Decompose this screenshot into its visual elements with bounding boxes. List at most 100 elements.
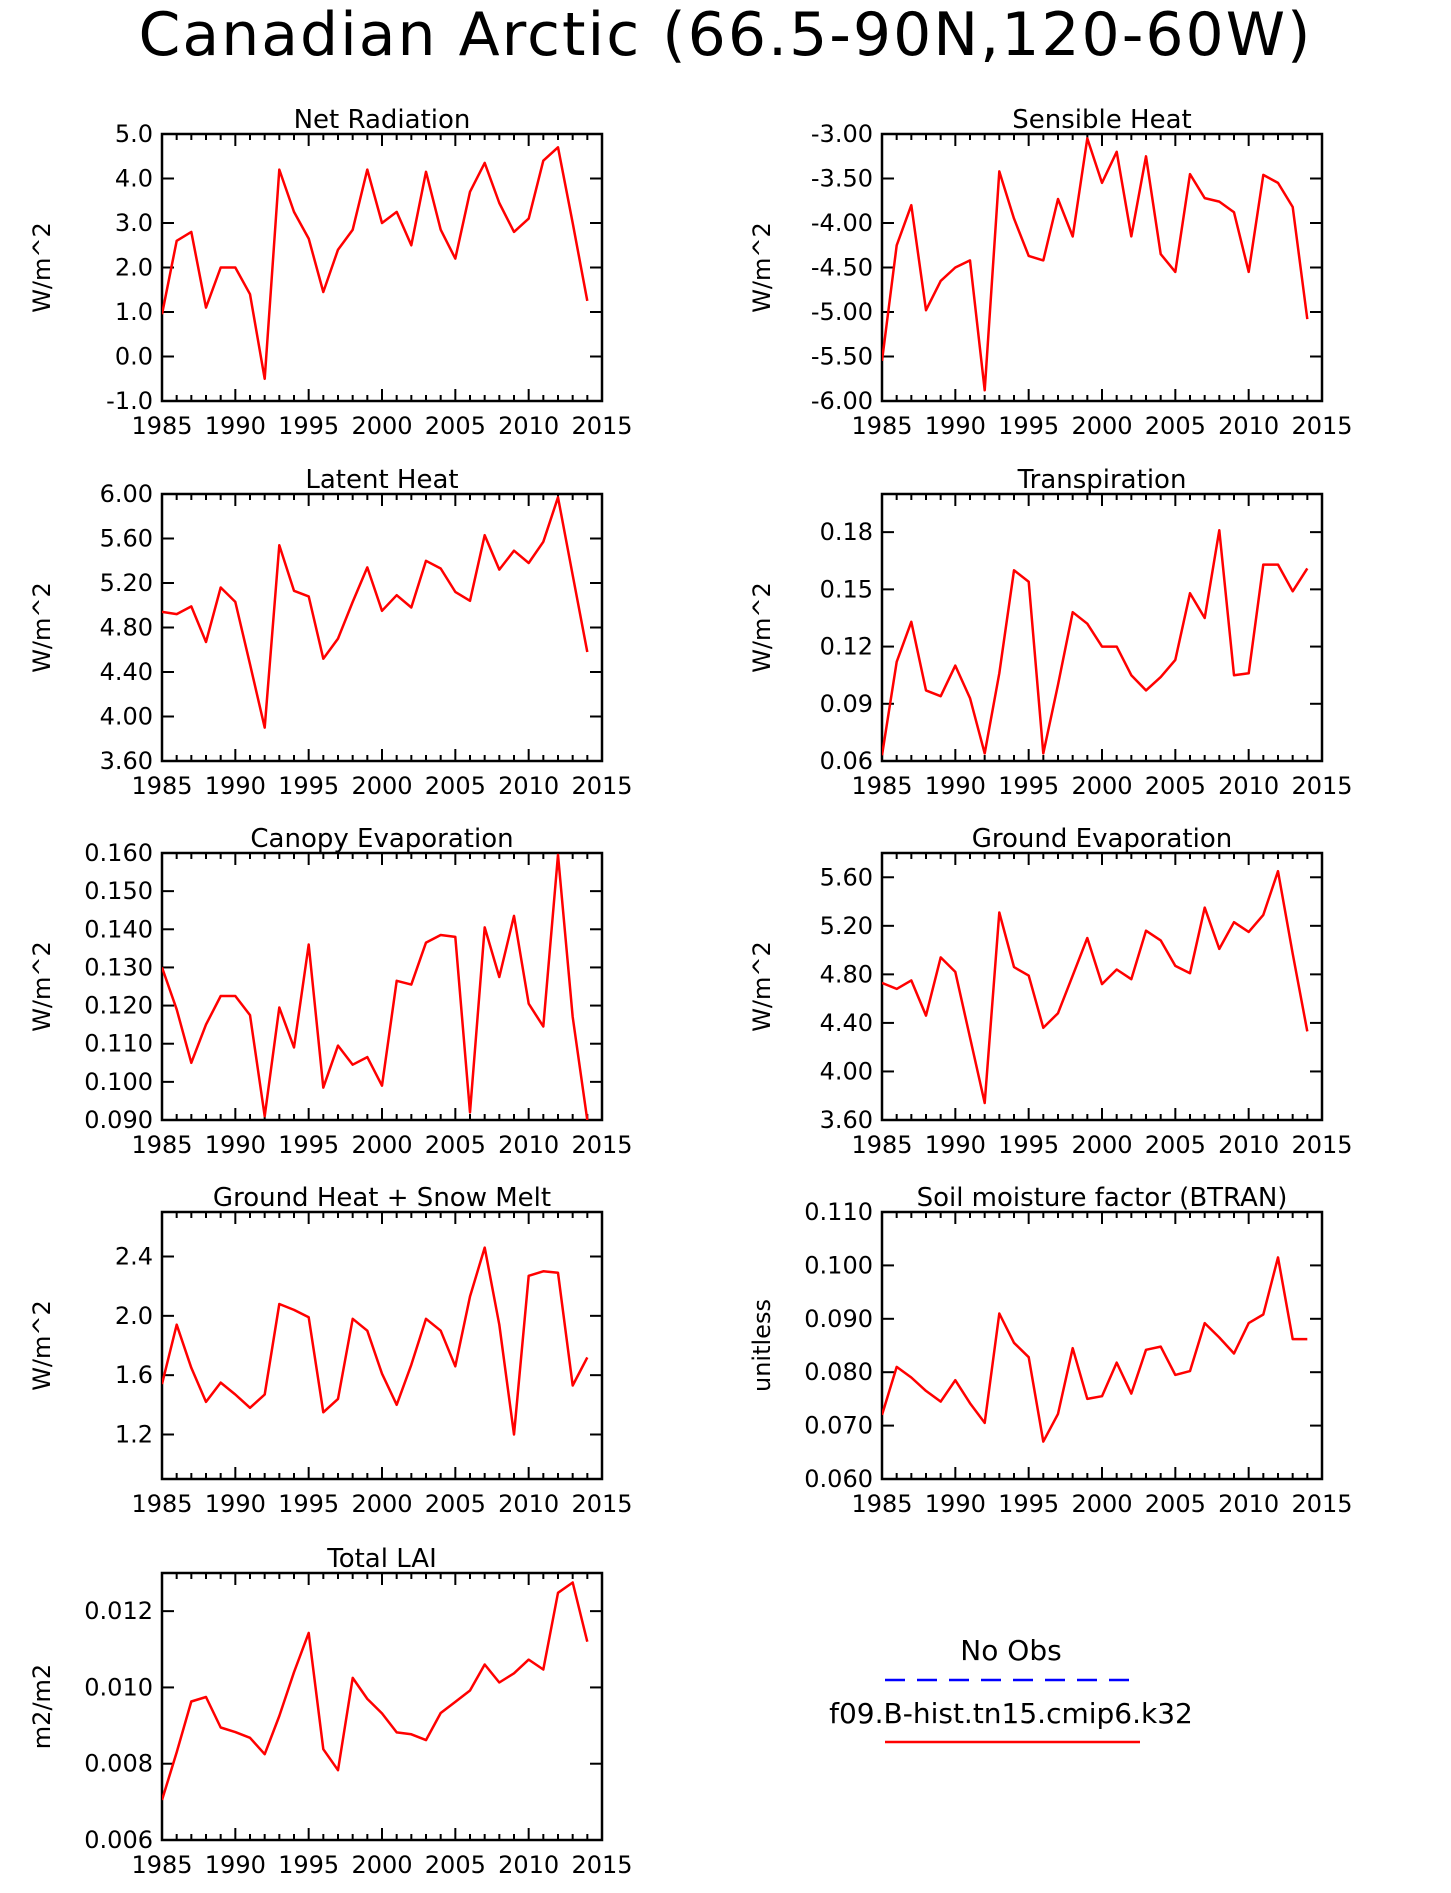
- x-tick-label: 1990: [925, 772, 986, 800]
- series-line-net-radiation: [162, 146, 589, 381]
- x-tick-label: 2005: [425, 1851, 486, 1879]
- y-axis-label: m2/m2: [28, 1664, 56, 1749]
- x-tick-label: 1995: [278, 1490, 339, 1518]
- series-line-ground-evaporation: [882, 869, 1309, 1105]
- x-tick-label: 1990: [205, 412, 266, 440]
- x-tick-label: 2015: [571, 772, 632, 800]
- y-axis-label: W/m^2: [28, 941, 56, 1032]
- x-tick-label: 1995: [998, 412, 1059, 440]
- series-line-ground-heat-snow-melt: [162, 1246, 589, 1436]
- y-tick-label: 0.18: [820, 518, 873, 546]
- y-tick-label: 0.012: [84, 1597, 153, 1625]
- y-tick-label: -3.50: [811, 165, 873, 193]
- panel-title: Total LAI: [326, 1544, 437, 1574]
- x-tick-label: 2010: [1218, 1131, 1279, 1159]
- legend-entry-model-label: f09.B-hist.tn15.cmip6.k32: [829, 1697, 1193, 1730]
- x-tick-label: 2010: [498, 1490, 559, 1518]
- x-tick-label: 2000: [351, 772, 412, 800]
- y-tick-label: 2.4: [115, 1243, 153, 1271]
- x-tick-label: 2005: [425, 772, 486, 800]
- x-tick-label: 1995: [998, 1490, 1059, 1518]
- y-tick-label: -4.00: [811, 209, 873, 237]
- chart-panel-soil-moisture-factor-btran: Soil moisture factor (BTRAN) 1985 1990 1995…: [748, 1183, 1353, 1518]
- y-axis-label: W/m^2: [748, 222, 776, 313]
- panel-title: Canopy Evaporation: [250, 824, 513, 854]
- y-tick-label: -5.00: [811, 298, 873, 326]
- x-tick-label: 1995: [998, 1131, 1059, 1159]
- y-tick-label: 6.00: [100, 480, 153, 508]
- y-tick-label: 5.60: [820, 863, 873, 891]
- y-tick-label: 1.6: [115, 1361, 153, 1389]
- x-tick-label: 2000: [1071, 1490, 1132, 1518]
- x-tick-label: 1985: [131, 772, 192, 800]
- y-tick-label: 0.080: [804, 1358, 873, 1386]
- y-tick-label: 2.0: [115, 254, 153, 282]
- x-tick-label: 2005: [425, 1490, 486, 1518]
- plot-frame: [160, 1210, 604, 1481]
- x-tick-label: 2005: [1145, 412, 1206, 440]
- y-tick-label: 4.40: [820, 1009, 873, 1037]
- chart-panel-ground-evaporation: Ground Evaporation 1985 1990 1995 2000 2005 20…: [748, 824, 1353, 1159]
- series-line-total-lai: [162, 1581, 589, 1801]
- x-tick-label: 1990: [205, 772, 266, 800]
- x-tick-label: 1985: [131, 1851, 192, 1879]
- x-tick-label: 2000: [1071, 412, 1132, 440]
- x-tick-label: 2010: [498, 1131, 559, 1159]
- chart-panel-total-lai: Total LAI 1985 1990 1995 2000 2005 2010 2015 0.0…: [28, 1544, 633, 1879]
- y-axis-label: W/m^2: [748, 582, 776, 673]
- y-tick-label: 0.008: [84, 1750, 153, 1778]
- y-axis-label: W/m^2: [748, 941, 776, 1032]
- chart-panel-net-radiation: Net Radiation 1985 1990 1995 2000 2005 2010 201…: [28, 105, 633, 440]
- plot-frame: [880, 851, 1324, 1122]
- y-tick-label: 3.60: [100, 747, 153, 775]
- y-tick-label: 4.80: [820, 960, 873, 988]
- series-line-sensible-heat: [882, 137, 1309, 392]
- y-tick-label: 3.0: [115, 209, 153, 237]
- x-tick-label: 2015: [1291, 1490, 1352, 1518]
- x-tick-label: 1985: [851, 1131, 912, 1159]
- y-tick-label: -1.0: [106, 387, 153, 415]
- y-tick-label: 0.110: [804, 1198, 873, 1226]
- x-tick-label: 2000: [1071, 1131, 1132, 1159]
- x-tick-label: 1995: [278, 1851, 339, 1879]
- y-axis-label: W/m^2: [28, 582, 56, 673]
- y-tick-label: 4.80: [100, 614, 153, 642]
- x-tick-label: 2000: [351, 412, 412, 440]
- y-tick-label: 1.2: [115, 1421, 153, 1449]
- x-tick-label: 1995: [998, 772, 1059, 800]
- x-tick-label: 2010: [498, 772, 559, 800]
- x-tick-label: 1985: [851, 1490, 912, 1518]
- y-tick-label: 0.110: [84, 1030, 153, 1058]
- y-tick-label: -4.50: [811, 254, 873, 282]
- page-title: Canadian Arctic (66.5-90N,120-60W): [138, 0, 1313, 70]
- y-tick-label: 5.60: [100, 525, 153, 553]
- x-tick-label: 1995: [278, 1131, 339, 1159]
- y-tick-label: 0.140: [84, 915, 153, 943]
- x-tick-label: 2015: [571, 1131, 632, 1159]
- y-tick-label: 4.0: [115, 165, 153, 193]
- y-tick-label: 0.15: [820, 575, 873, 603]
- x-tick-label: 1995: [278, 772, 339, 800]
- y-tick-label: 2.0: [115, 1302, 153, 1330]
- x-tick-label: 2000: [351, 1131, 412, 1159]
- x-tick-label: 2015: [571, 412, 632, 440]
- x-tick-label: 1990: [205, 1490, 266, 1518]
- x-tick-label: 2005: [1145, 1131, 1206, 1159]
- y-axis-label: unitless: [748, 1299, 776, 1392]
- x-tick-label: 1985: [851, 412, 912, 440]
- y-tick-label: 4.40: [100, 658, 153, 686]
- y-tick-label: 5.20: [100, 569, 153, 597]
- y-tick-label: 4.00: [820, 1057, 873, 1085]
- x-tick-label: 1985: [131, 1490, 192, 1518]
- y-tick-label: 4.00: [100, 703, 153, 731]
- panel-title: Soil moisture factor (BTRAN): [917, 1183, 1288, 1213]
- x-tick-label: 1985: [131, 412, 192, 440]
- y-tick-label: 3.60: [820, 1106, 873, 1134]
- x-tick-label: 2005: [425, 1131, 486, 1159]
- series-line-soil-moisture-factor-btran: [882, 1256, 1308, 1443]
- y-tick-label: 5.20: [820, 912, 873, 940]
- x-tick-label: 1990: [205, 1851, 266, 1879]
- y-tick-label: 0.006: [84, 1826, 153, 1854]
- y-tick-label: 0.0: [115, 343, 153, 371]
- plot-frame: [160, 492, 604, 763]
